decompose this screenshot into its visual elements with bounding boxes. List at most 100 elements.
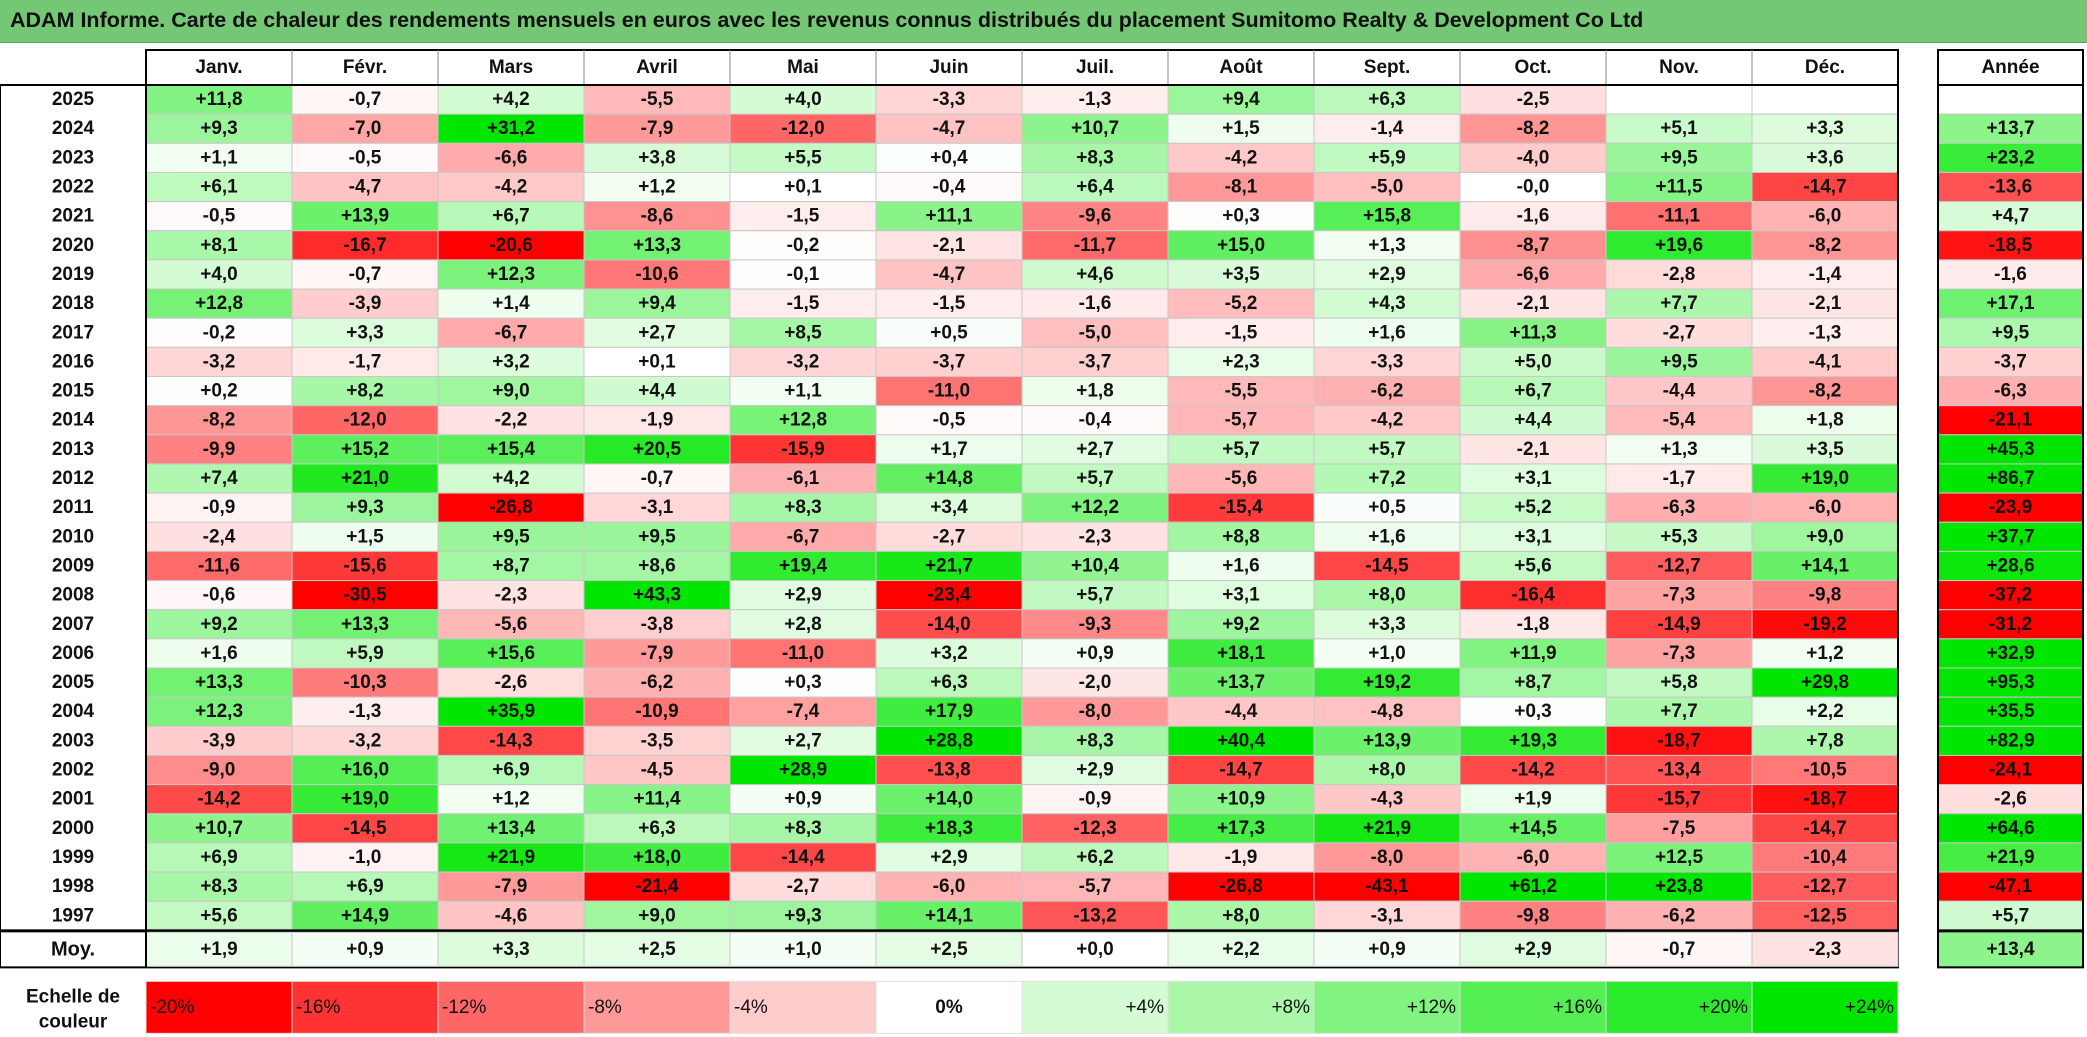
heatmap-cell [583,201,731,232]
cell-value: -5,5 [641,89,674,110]
cell-value: -5,6 [495,614,528,635]
cell-value: +18,0 [633,847,681,868]
cell-value: -3,9 [203,730,236,751]
year-label: 2002 [52,760,94,781]
heatmap-cell [1459,754,1607,786]
cell-value: -9,0 [203,760,236,781]
annual-value: -2,6 [1994,789,2027,810]
cell-value: +15,8 [1363,206,1411,227]
heatmap-cell [1751,113,1899,144]
cell-value: -2,3 [1079,526,1112,547]
scale-swatch [1605,980,1753,1034]
annual-cell [1937,113,2084,144]
cell-value: -2,1 [1517,439,1550,460]
cell-value: +9,2 [200,614,238,635]
cell-value: -5,5 [1225,381,1258,402]
cell-value: +14,9 [341,905,389,926]
cell-value: +0,1 [638,351,676,372]
heatmap-cell [875,84,1023,115]
cell-value: -1,7 [349,351,382,372]
cell-value: -3,7 [1079,351,1112,372]
cell-value: -7,0 [349,118,382,139]
cell-value: +0,2 [200,381,238,402]
cell-value: +10,4 [1071,555,1120,576]
cell-value: -1,3 [1809,322,1842,343]
average-cell [729,931,877,967]
cell-value: -13,8 [927,760,970,781]
scale-swatch [729,980,877,1034]
heatmap-cell [1605,900,1753,931]
heatmap-cell [145,900,293,931]
cell-value: +16,0 [341,760,389,781]
cell-value: +2,7 [1076,439,1114,460]
cell-value: +40,4 [1217,730,1266,751]
cell-value: -8,1 [1225,177,1258,198]
cell-value: +6,9 [492,760,530,781]
heatmap-cell [145,201,293,232]
annual-value: +13,7 [1986,118,2034,139]
heatmap-cell [1459,521,1607,552]
cell-value: +5,1 [1660,118,1698,139]
month-header: Juil. [1076,57,1114,78]
scale-swatch [1167,980,1315,1034]
cell-value: -2,6 [495,672,528,693]
heatmap-cell [1605,638,1753,669]
cell-value: +19,0 [1801,468,1849,489]
cell-value: -2,7 [933,526,966,547]
cell-value: +0,4 [930,147,968,168]
year-label: 2008 [52,585,94,606]
cell-value: +11,9 [1509,643,1556,664]
cell-value: -1,5 [1225,322,1258,343]
cell-value: +8,3 [784,497,822,518]
heatmap-cell [1167,317,1315,348]
cell-value: +19,0 [341,789,389,810]
cell-value: -3,2 [203,351,236,372]
annual-value: -37,2 [1989,585,2032,606]
cell-value: +12,5 [1655,847,1704,868]
cell-value: +4,0 [784,89,822,110]
heatmap-cell [583,521,731,552]
year-label: 1999 [52,847,94,868]
heatmap-cell [1167,171,1315,203]
cell-value: +4,4 [1514,410,1552,431]
cell-value: +31,2 [487,118,535,139]
cell-value: -0,5 [349,147,382,168]
heatmap-cell [1167,813,1315,844]
cell-value: -4,7 [933,264,966,285]
year-label: 2013 [52,439,94,460]
heatmap-cell [145,346,293,378]
heatmap-cell [1751,346,1899,378]
heatmap-cell [1313,346,1461,378]
scale-swatch [145,980,293,1034]
cell-value: +14,1 [1801,555,1850,576]
cell-value: +8,3 [1076,147,1114,168]
cell-value: -4,6 [495,905,528,926]
cell-value: +1,2 [638,177,676,198]
heatmap-cell [437,317,585,348]
cell-value: +1,3 [1660,439,1698,460]
year-label: 2005 [52,672,95,693]
scale-value: +12% [1407,997,1456,1018]
heatmap-cell [1605,405,1753,436]
heatmap-cell [1021,230,1169,261]
heatmap-cell [1313,405,1461,436]
cell-value: -11,7 [1074,235,1116,256]
cell-value: +3,2 [930,643,968,664]
scale-label: couleur [39,1011,108,1032]
cell-value: +4,2 [492,89,530,110]
cell-value: +4,6 [1076,264,1114,285]
cell-value: +12,3 [487,264,535,285]
cell-value: -20,6 [489,235,532,256]
heatmap-cell [145,580,293,611]
heatmap-cell [291,288,439,319]
cell-value: +8,0 [1368,760,1406,781]
heatmap-cell [1167,638,1315,669]
scale-value: +4% [1125,997,1164,1018]
annual-cell [1937,696,2084,727]
average-value: +2,2 [1222,939,1260,960]
heatmap-cell [1459,725,1607,756]
cell-value: +11,5 [1655,177,1702,198]
heatmap-cell [583,405,731,436]
cell-value: -18,7 [1657,730,1700,751]
cell-value: +2,7 [638,322,676,343]
